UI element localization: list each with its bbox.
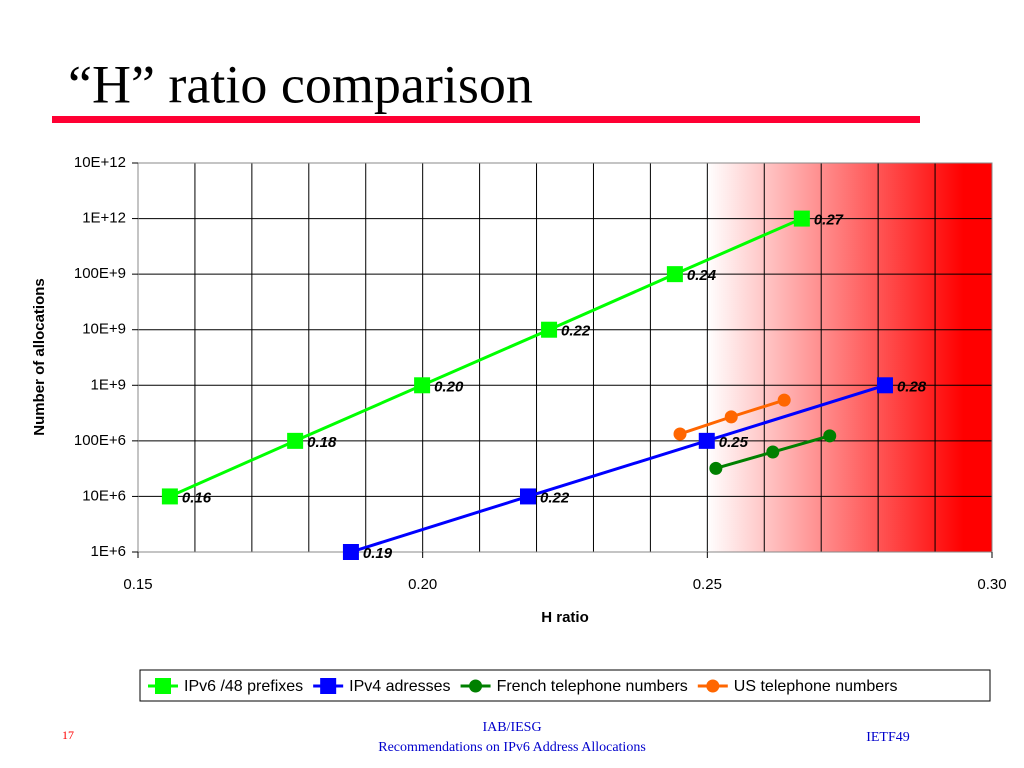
y-axis-label: Number of allocations [31, 278, 48, 436]
plot: 1E+6 10E+6 100E+6 1E+9 10E+9 100E+9 1E+12 10E+1… [74, 154, 1007, 593]
data-label: 0.27 [814, 212, 844, 229]
data-label: 0.16 [182, 489, 212, 506]
legend-label: IPv6 /48 prefixes [184, 678, 303, 695]
marker [709, 461, 723, 475]
legend-box [139, 669, 991, 702]
x-tick-label: 0.20 [408, 576, 437, 593]
series-line [169, 217, 803, 498]
marker [414, 377, 431, 394]
y-tick-label: 1E+6 [91, 543, 126, 560]
footer-line: Recommendations on IPv6 Address Allocati… [378, 740, 646, 755]
marker [155, 678, 171, 694]
marker [673, 427, 687, 441]
danger-zone [707, 163, 992, 552]
x-axis-label: H ratio [541, 609, 589, 626]
marker [161, 488, 178, 505]
title-rule [52, 116, 920, 123]
marker [724, 410, 738, 424]
page-number: 17 [62, 728, 74, 742]
y-tick-label: 1E+12 [82, 210, 126, 227]
marker [342, 544, 359, 560]
slide-title: “H” ratio comparison [68, 54, 533, 114]
data-label: 0.18 [307, 434, 337, 451]
marker [793, 210, 810, 227]
legend-label: US telephone numbers [734, 678, 898, 695]
data-label: 0.25 [719, 434, 749, 451]
y-tick-label: 1E+9 [91, 376, 126, 393]
x-tick-label: 0.15 [123, 576, 152, 593]
y-tick-label: 100E+9 [74, 265, 126, 282]
data-label: 0.22 [540, 489, 570, 506]
data-label: 0.20 [434, 378, 464, 395]
footer-line: IAB/IESG [482, 720, 541, 735]
marker [666, 266, 683, 283]
y-tick-label: 10E+6 [82, 487, 126, 504]
x-tick-label: 0.25 [693, 576, 722, 593]
marker [541, 321, 558, 338]
x-tick-label: 0.30 [977, 576, 1006, 593]
marker [876, 377, 893, 394]
marker [777, 393, 791, 407]
legend-label: French telephone numbers [497, 678, 688, 695]
marker [287, 432, 304, 449]
marker [706, 679, 720, 693]
plot-frame [137, 162, 993, 553]
data-label: 0.24 [687, 267, 717, 284]
marker [320, 678, 337, 694]
y-tick-label: 100E+6 [74, 432, 126, 449]
y-tick-label: 10E+12 [74, 154, 126, 171]
marker [823, 429, 837, 443]
data-label: 0.19 [363, 545, 393, 562]
marker [519, 488, 536, 505]
legend: IPv6 /48 prefixes IPv4 adresses French tel… [148, 678, 897, 695]
marker [698, 432, 715, 449]
y-tick-label: 10E+9 [82, 321, 126, 338]
data-label: 0.22 [561, 323, 591, 340]
legend-label: IPv4 adresses [349, 678, 450, 695]
marker [469, 679, 483, 693]
data-label: 0.28 [897, 378, 927, 395]
marker [766, 445, 780, 459]
footer-right: IETF49 [866, 730, 910, 745]
series-line [350, 383, 886, 554]
